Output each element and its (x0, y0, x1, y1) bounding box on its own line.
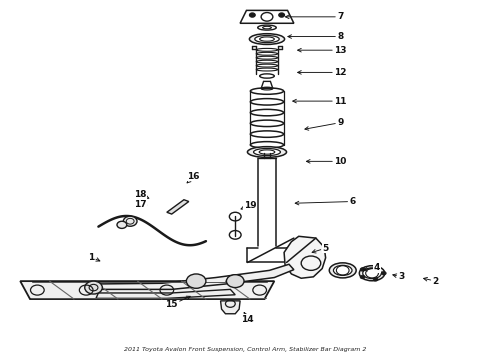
Circle shape (249, 13, 255, 17)
Text: 17: 17 (134, 200, 147, 209)
Polygon shape (96, 289, 235, 298)
Circle shape (226, 275, 244, 288)
Text: 16: 16 (187, 172, 200, 183)
Circle shape (373, 265, 378, 269)
Ellipse shape (333, 265, 352, 275)
Text: 8: 8 (288, 32, 343, 41)
Polygon shape (284, 236, 326, 278)
Ellipse shape (247, 147, 287, 157)
Text: 12: 12 (297, 68, 346, 77)
Text: 1: 1 (88, 253, 100, 262)
Text: 4: 4 (364, 264, 380, 273)
Polygon shape (20, 281, 274, 299)
Text: 9: 9 (305, 118, 343, 130)
Text: 5: 5 (312, 244, 329, 253)
Circle shape (279, 13, 285, 17)
Text: 15: 15 (166, 296, 190, 309)
Ellipse shape (363, 268, 381, 279)
Polygon shape (94, 264, 294, 289)
Text: 18: 18 (134, 190, 149, 199)
Text: 2: 2 (424, 276, 439, 285)
Text: 7: 7 (286, 12, 343, 21)
Polygon shape (220, 301, 240, 314)
Circle shape (117, 221, 127, 228)
Circle shape (360, 267, 365, 271)
Circle shape (360, 275, 365, 279)
Circle shape (123, 216, 137, 226)
Text: 6: 6 (295, 197, 356, 206)
Ellipse shape (253, 148, 280, 156)
Text: 10: 10 (306, 157, 346, 166)
Circle shape (186, 274, 206, 288)
Ellipse shape (255, 36, 279, 42)
Circle shape (85, 281, 102, 294)
Text: 2011 Toyota Avalon Front Suspension, Control Arm, Stabilizer Bar Diagram 2: 2011 Toyota Avalon Front Suspension, Con… (124, 347, 366, 352)
Text: 13: 13 (297, 46, 346, 55)
Text: 11: 11 (293, 96, 346, 105)
Circle shape (381, 271, 386, 275)
Text: 14: 14 (241, 312, 254, 324)
Ellipse shape (329, 263, 356, 278)
Text: 19: 19 (241, 201, 256, 210)
Circle shape (373, 278, 378, 281)
Text: 3: 3 (393, 272, 404, 281)
Ellipse shape (249, 34, 285, 44)
Polygon shape (167, 200, 189, 214)
Ellipse shape (359, 266, 385, 281)
